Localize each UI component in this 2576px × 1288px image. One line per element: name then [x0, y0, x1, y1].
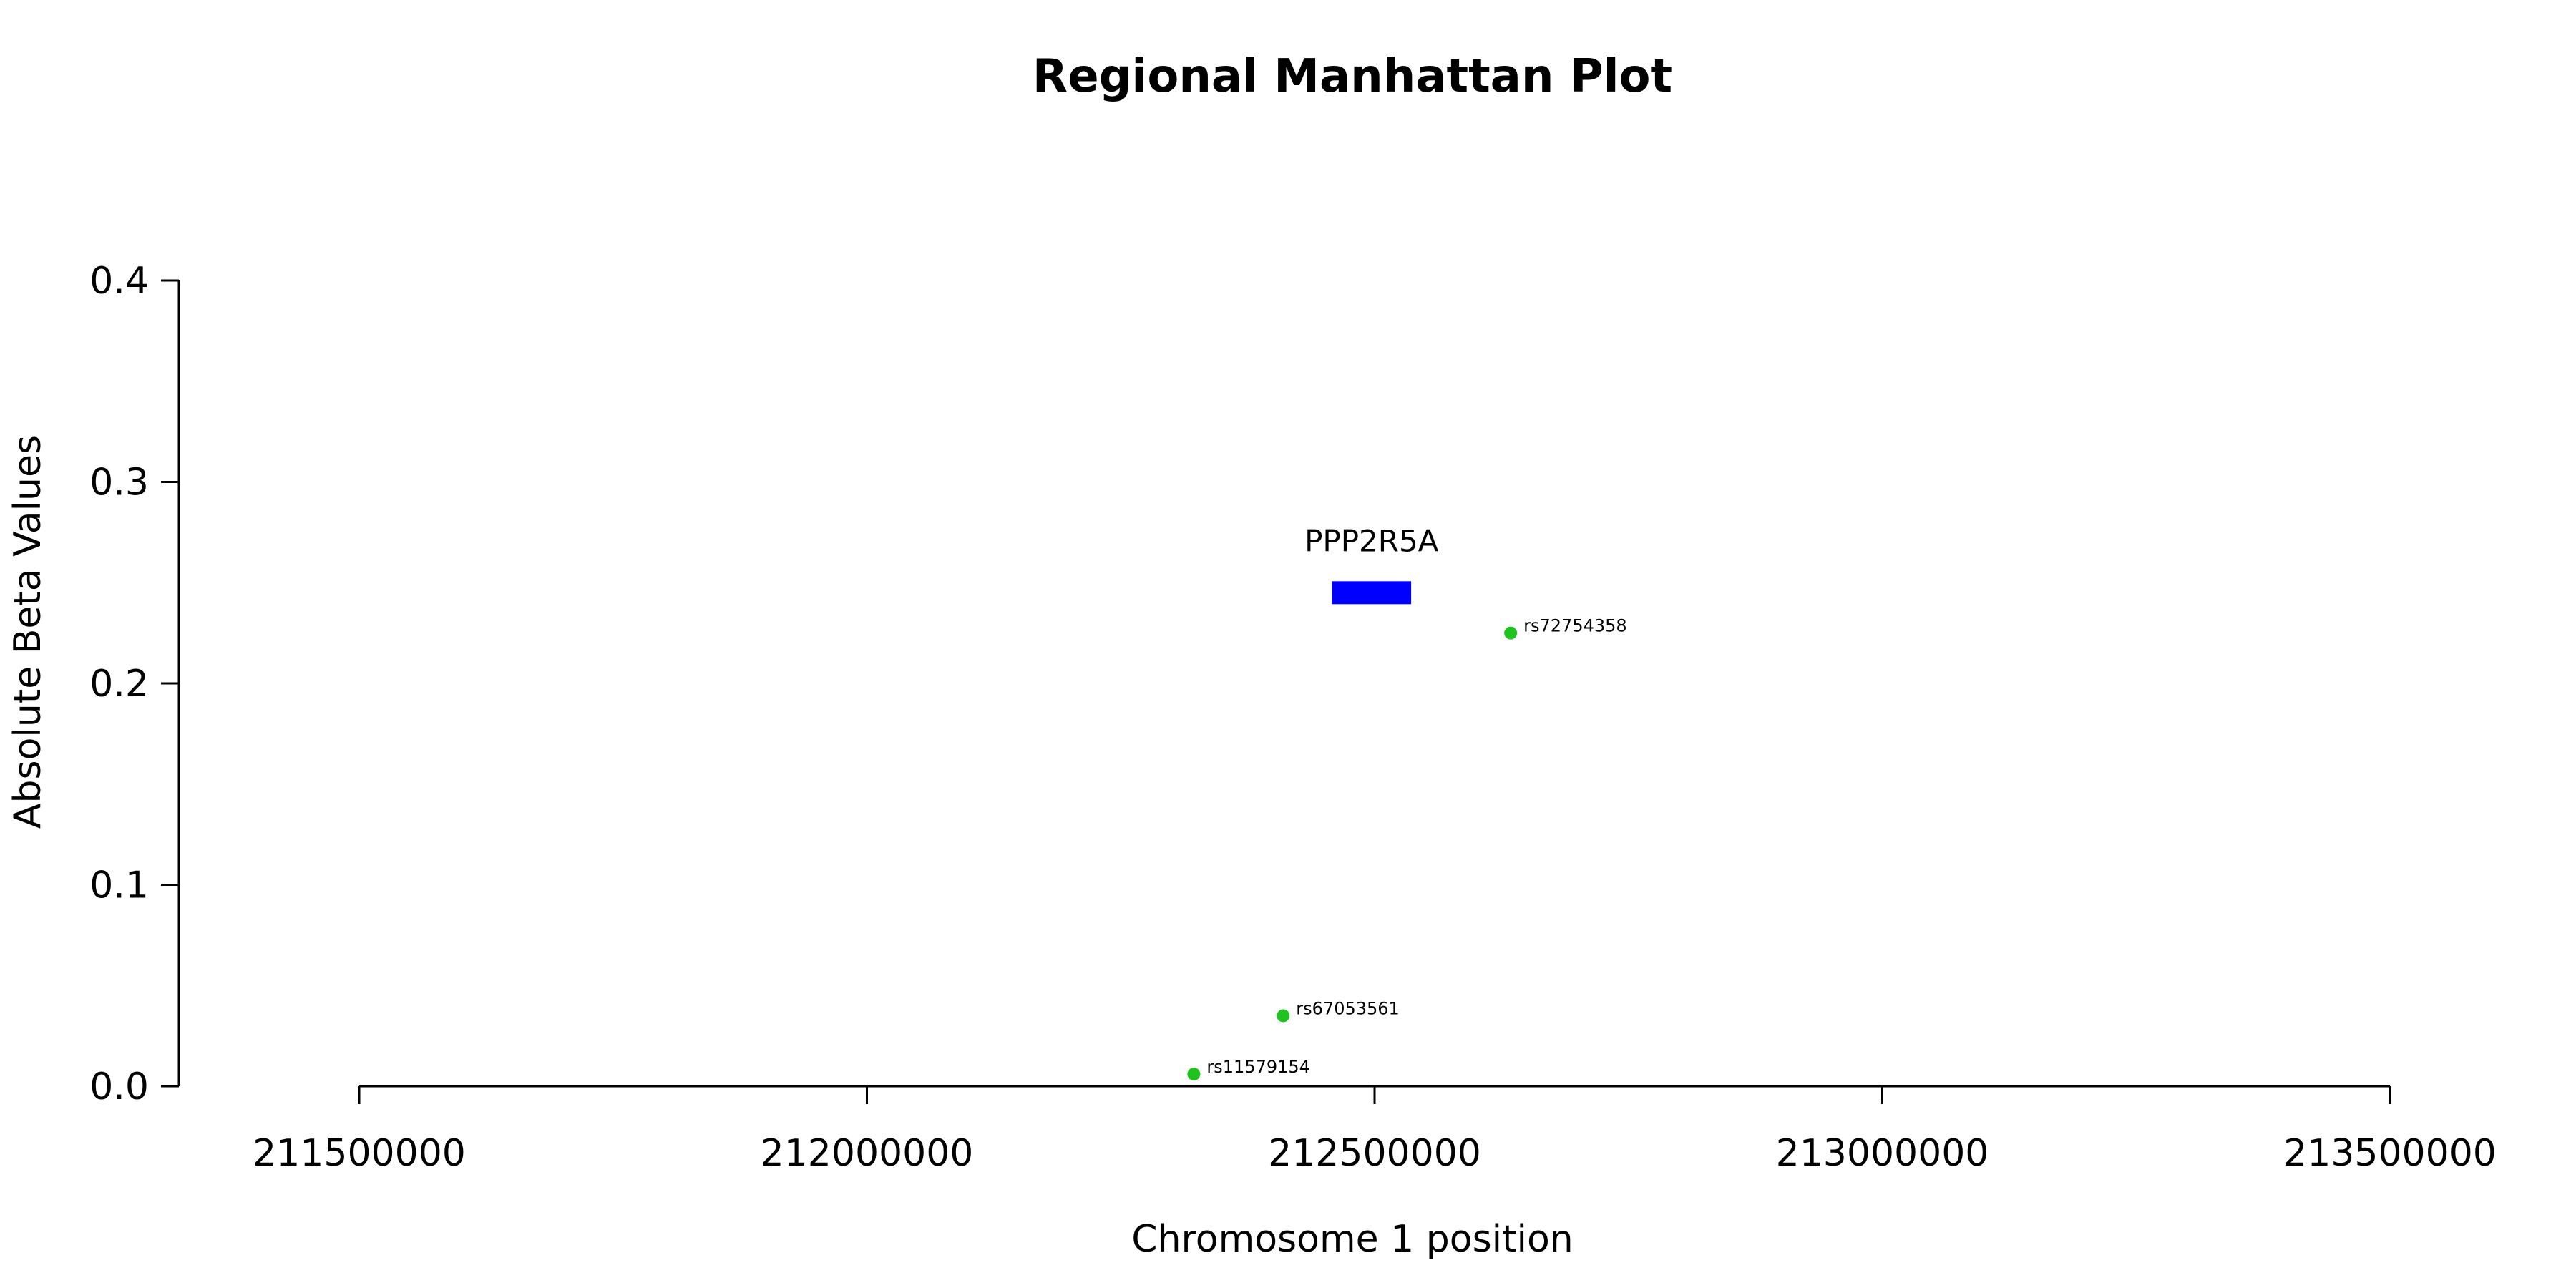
- x-tick-label: 211500000: [253, 1132, 466, 1175]
- gene-track: PPP2R5A: [1304, 523, 1439, 605]
- y-tick-label: 0.4: [89, 260, 149, 303]
- x-tick-label: 212500000: [1268, 1132, 1481, 1175]
- x-tick-label: 212000000: [761, 1132, 974, 1175]
- snp-label: rs72754358: [1523, 616, 1627, 636]
- gene-bar: [1332, 581, 1412, 605]
- y-tick-label: 0.3: [89, 462, 149, 504]
- x-ticks: 211500000 212000000 212500000 213000000 2135…: [253, 1086, 2497, 1175]
- snp-label: rs11579154: [1206, 1057, 1310, 1077]
- x-axis-label: Chromosome 1 position: [1131, 1218, 1573, 1261]
- snp-point: [1504, 626, 1518, 640]
- gene-label: PPP2R5A: [1304, 523, 1439, 558]
- x-axis: 211500000 212000000 212500000 213000000 2135…: [253, 1085, 2497, 1175]
- snp-points: rs11579154 rs67053561 rs72754358: [1187, 616, 1627, 1081]
- y-ticks: 0.0 0.1 0.2 0.3 0.4: [89, 260, 179, 1108]
- snp-point: [1277, 1009, 1290, 1023]
- y-axis: 0.0 0.1 0.2 0.3 0.4: [89, 260, 180, 1108]
- x-tick-label: 213000000: [1776, 1132, 1989, 1175]
- x-tick-label: 213500000: [2283, 1132, 2497, 1175]
- snp-label: rs67053561: [1296, 998, 1400, 1018]
- y-axis-label: Absolute Beta Values: [6, 435, 49, 829]
- y-tick-label: 0.0: [89, 1065, 149, 1108]
- y-tick-label: 0.1: [89, 864, 149, 907]
- chart-title: Regional Manhattan Plot: [1033, 50, 1672, 103]
- y-tick-label: 0.2: [89, 663, 149, 706]
- snp-point: [1187, 1068, 1201, 1081]
